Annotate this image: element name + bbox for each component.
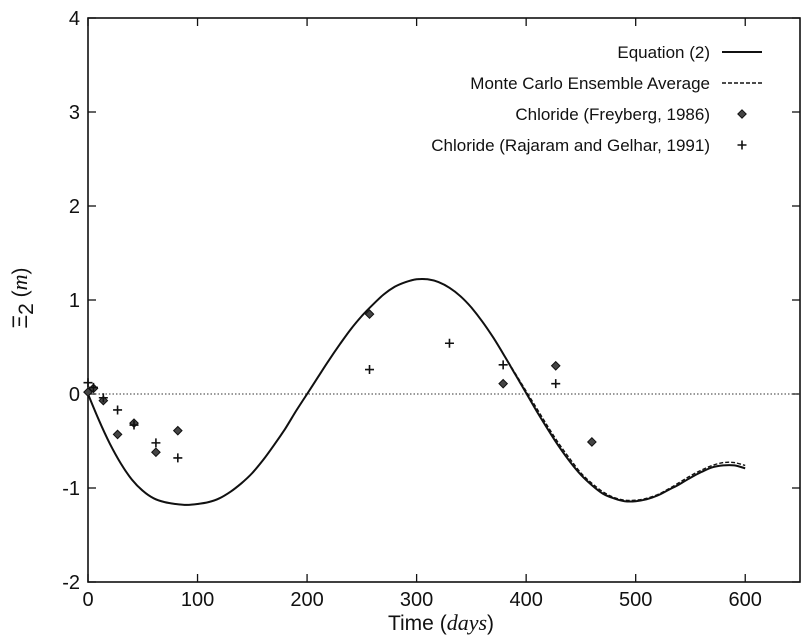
diamond-point <box>498 378 509 389</box>
plus-point <box>151 438 161 448</box>
legend-label: Monte Carlo Ensemble Average <box>470 74 710 93</box>
x-tick-label: 300 <box>400 589 433 611</box>
x-tick-label: 400 <box>509 589 542 611</box>
legend-label: Chloride (Rajaram and Gelhar, 1991) <box>431 136 710 155</box>
diamond-point <box>737 109 747 119</box>
diamond-point <box>586 437 597 447</box>
x-axis-label: Time (days) <box>388 610 494 635</box>
legend-label: Equation (2) <box>617 43 710 62</box>
plus-point <box>737 140 747 150</box>
markers <box>83 309 597 463</box>
diamond-point <box>83 387 93 398</box>
diamond-point <box>550 360 561 371</box>
curves <box>87 278 800 506</box>
plot-frame <box>87 17 801 583</box>
legend: Equation (2) Monte Carlo Ensemble Average… <box>431 43 762 155</box>
x-axis-label-unit: days <box>447 610 487 635</box>
legend-label: Chloride (Freyberg, 1986) <box>515 105 710 124</box>
diamond-point <box>364 309 375 320</box>
x-tick-label: 200 <box>290 589 323 611</box>
diamond-point <box>172 425 183 436</box>
plus-point <box>365 365 375 375</box>
svg-text:Ξ2 (m): Ξ2 (m) <box>7 267 38 328</box>
plus-point <box>113 405 123 415</box>
plus-point <box>129 420 139 430</box>
y-tick-label: 3 <box>69 102 80 124</box>
x-tick-label: 500 <box>619 589 652 611</box>
y-tick-label: 1 <box>69 290 80 312</box>
plus-point <box>98 393 108 403</box>
y-tick-label: 2 <box>69 196 80 218</box>
series-line-monte-carlo <box>87 278 746 506</box>
axis-ticks: 0 100 200 300 400 500 600 -2 -1 0 1 2 3 4 <box>62 8 800 611</box>
y-tick-label: -1 <box>62 478 80 500</box>
y-tick-label: 4 <box>69 8 80 30</box>
plus-point <box>498 360 508 370</box>
plus-point <box>88 382 98 392</box>
plus-point <box>444 338 454 348</box>
y-tick-label: -2 <box>62 572 80 594</box>
series-line-equation-2 <box>87 278 746 506</box>
plot-border <box>87 17 801 583</box>
plus-point <box>83 378 93 388</box>
x-axis-label-text: Time <box>388 612 434 635</box>
x-tick-label: 100 <box>181 589 214 611</box>
y-axis-label-subscript: 2 <box>15 303 38 315</box>
diamond-point <box>112 429 123 440</box>
y-tick-label: 0 <box>69 384 80 406</box>
y-axis-label-unit: m <box>7 274 32 290</box>
diamond-point <box>151 447 161 458</box>
y-axis-label: Ξ2 (m) <box>7 267 38 328</box>
plus-point <box>173 453 183 463</box>
plus-point <box>551 379 561 389</box>
y-axis-label-symbol: Ξ <box>9 315 32 329</box>
x-tick-label: 600 <box>729 589 762 611</box>
x-tick-label: 0 <box>82 589 93 611</box>
